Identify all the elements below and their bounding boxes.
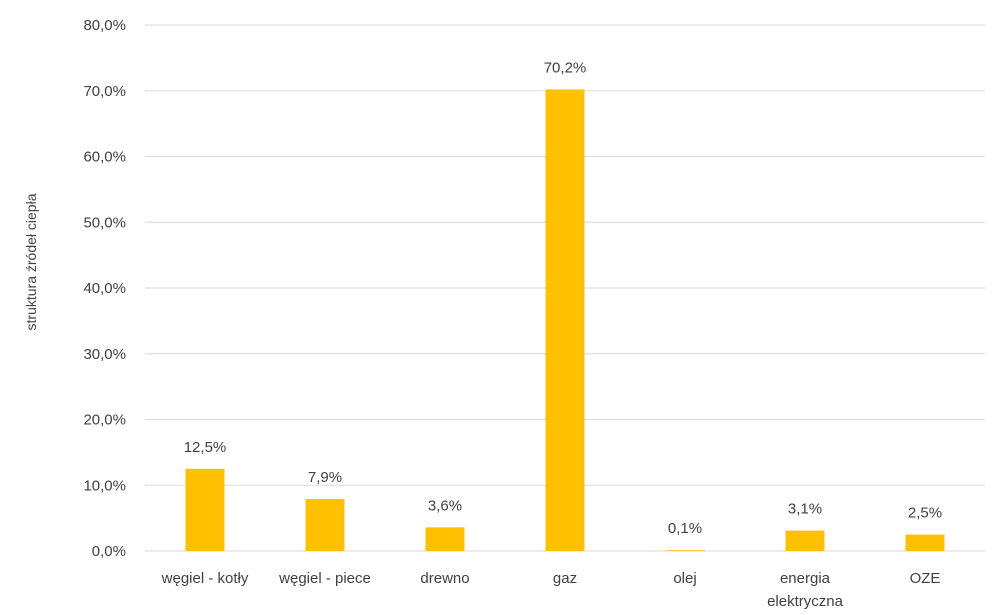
data-label: 7,9% bbox=[308, 469, 342, 486]
y-axis-title: struktura źródeł ciepła bbox=[23, 193, 39, 330]
data-label: 3,1% bbox=[788, 501, 822, 518]
y-tick-label: 0,0% bbox=[92, 543, 126, 560]
data-label: 3,6% bbox=[428, 497, 462, 514]
data-label: 2,5% bbox=[908, 505, 942, 522]
bar bbox=[425, 527, 465, 551]
bar bbox=[185, 468, 225, 551]
bar bbox=[905, 534, 945, 551]
data-label: 70,2% bbox=[544, 59, 587, 76]
x-category-label: gaz bbox=[553, 570, 577, 587]
y-tick-label: 10,0% bbox=[83, 477, 126, 494]
bars bbox=[185, 89, 945, 551]
x-category-label: elektryczna bbox=[767, 593, 844, 610]
x-category-label: drewno bbox=[420, 570, 469, 587]
y-tick-label: 30,0% bbox=[83, 346, 126, 363]
bar bbox=[545, 89, 585, 551]
y-tick-label: 80,0% bbox=[83, 17, 126, 34]
bar bbox=[305, 499, 345, 551]
x-category-label: węgiel - kotły bbox=[161, 570, 249, 587]
y-tick-label: 70,0% bbox=[83, 83, 126, 100]
x-category-label: energia bbox=[780, 570, 831, 587]
bar bbox=[665, 550, 705, 551]
x-category-label: olej bbox=[673, 570, 696, 587]
y-tick-label: 20,0% bbox=[83, 412, 126, 429]
data-label: 0,1% bbox=[668, 520, 702, 537]
x-category-label: węgiel - piece bbox=[278, 570, 371, 587]
y-tick-label: 40,0% bbox=[83, 280, 126, 297]
x-axis-categories: węgiel - kotły węgiel - piece drewno gaz ole… bbox=[161, 570, 941, 610]
bar bbox=[785, 530, 825, 551]
y-axis-ticks: 0,0% 10,0% 20,0% 30,0% 40,0% 50,0% 60,0% 70,0% 8… bbox=[83, 17, 126, 560]
x-category-label: OZE bbox=[910, 570, 941, 587]
y-tick-label: 60,0% bbox=[83, 149, 126, 166]
data-labels: 12,5% 7,9% 3,6% 70,2% 0,1% 3,1% 2,5% bbox=[184, 59, 942, 537]
data-label: 12,5% bbox=[184, 439, 227, 456]
y-tick-label: 50,0% bbox=[83, 214, 126, 231]
